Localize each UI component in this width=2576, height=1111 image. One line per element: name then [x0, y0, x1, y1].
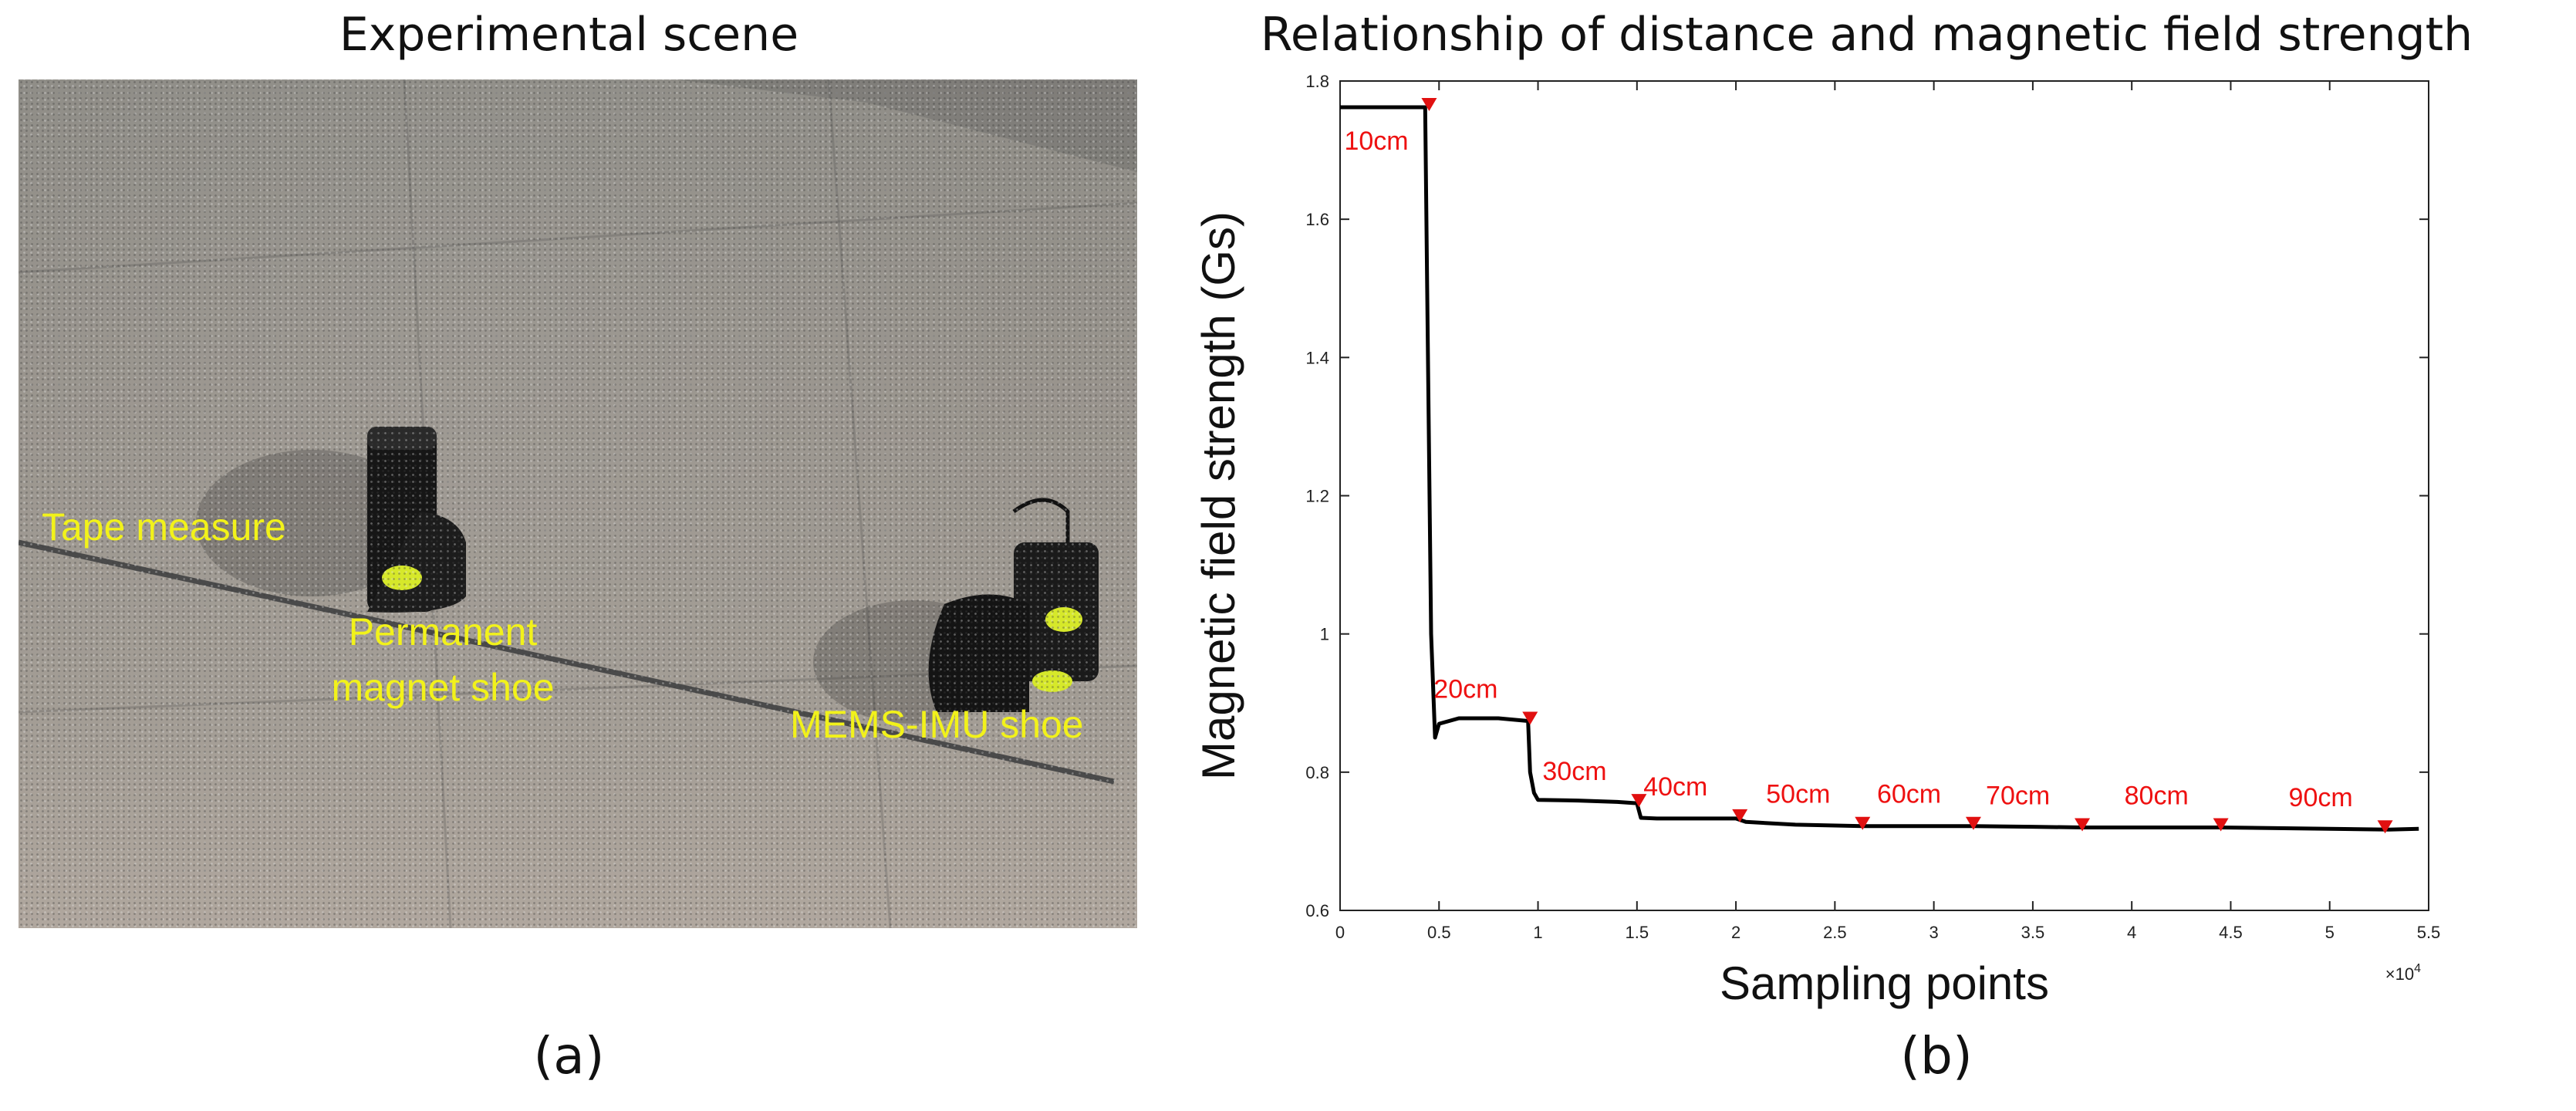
marker-60cm — [1965, 816, 1981, 830]
x-tick-label: 4.5 — [2219, 923, 2243, 942]
distance-label-80cm: 80cm — [2125, 782, 2189, 811]
distance-label-10cm: 10cm — [1344, 127, 1408, 156]
chart-title: Relationship of distance and magnetic fi… — [1260, 8, 2473, 62]
distance-label-90cm: 90cm — [2289, 783, 2353, 812]
x-multiplier-label: ×104 — [2385, 962, 2421, 984]
panel-b-caption: (b) — [1900, 1026, 1973, 1086]
marker-40cm — [1732, 809, 1748, 822]
imu-shoe-label: MEMS-IMU shoe — [790, 703, 1084, 746]
distance-markers: 10cm 20cm 30cm 40cm 50cm 60cm 70cm 80cm 90cm — [1344, 98, 2393, 834]
marker-70cm — [2075, 818, 2091, 832]
imu-shoe-shape — [928, 498, 1099, 712]
distance-label-60cm: 60cm — [1877, 780, 1941, 809]
distance-label-30cm: 30cm — [1542, 757, 1606, 786]
marker-30cm — [1631, 794, 1647, 808]
x-axis-ticks: 0 0.5 1 1.5 2 2.5 3 3.5 4 4.5 5 5.5 — [1335, 81, 2440, 942]
chart-canvas: 0 0.5 1 1.5 2 2.5 3 3.5 4 4.5 5 5.5 0.6 0.8 1 1.2 1.4 1.… — [1193, 72, 2440, 1009]
x-axis-label: Sampling points — [1720, 957, 2049, 1009]
x-tick-label: 3 — [1929, 923, 1939, 942]
x-tick-label: 4 — [2127, 923, 2136, 942]
photo-title: Experimental scene — [339, 8, 799, 62]
y-axis-label: Magnetic field strength (Gs) — [1193, 211, 1244, 780]
magnet-shoe-label-line2: magnet shoe — [331, 666, 555, 709]
distance-label-40cm: 40cm — [1643, 772, 1707, 802]
x-tick-label: 1 — [1533, 923, 1542, 942]
x-tick-label: 1.5 — [1626, 923, 1649, 942]
scene-illustration — [19, 79, 1137, 928]
x-tick-label: 2 — [1731, 923, 1740, 942]
x-tick-label: 3.5 — [2021, 923, 2045, 942]
x-tick-label: 0 — [1335, 923, 1345, 942]
magnet-shoe-label: Permanent magnet shoe — [281, 604, 605, 715]
marker-10cm — [1421, 98, 1437, 112]
y-tick-label: 0.6 — [1305, 901, 1329, 920]
distance-label-50cm: 50cm — [1766, 780, 1830, 809]
marker-50cm — [1855, 816, 1871, 830]
floor-texture — [19, 79, 1137, 928]
panel-a-caption: (a) — [533, 1026, 605, 1086]
magnet-shoe-label-line1: Permanent — [348, 610, 538, 653]
x-tick-label: 5.5 — [2417, 923, 2441, 942]
experimental-scene-photo: Tape measure Permanent magnet shoe MEMS-… — [19, 79, 1137, 928]
y-tick-label: 0.8 — [1305, 763, 1329, 782]
y-tick-label: 1 — [1320, 625, 1329, 644]
distance-label-70cm: 70cm — [1986, 782, 2050, 811]
marker-20cm — [1522, 711, 1538, 725]
x-tick-label: 5 — [2325, 923, 2335, 942]
y-tick-label: 1.2 — [1305, 487, 1329, 506]
y-axis-ticks: 0.6 0.8 1 1.2 1.4 1.6 1.8 — [1305, 72, 2429, 920]
tape-measure-label: Tape measure — [42, 505, 286, 549]
x-tick-label: 2.5 — [1823, 923, 1847, 942]
plot-area — [1339, 80, 2429, 911]
magnet-shoe-shape — [367, 427, 466, 613]
marker-90cm — [2377, 820, 2393, 834]
y-tick-label: 1.4 — [1305, 348, 1329, 367]
marker-80cm — [2213, 818, 2229, 832]
distance-label-20cm: 20cm — [1433, 675, 1497, 704]
magnetic-field-chart: 0 0.5 1 1.5 2 2.5 3 3.5 4 4.5 5 5.5 0.6 0.8 1 1.2 1.4 1.… — [1180, 62, 2576, 1026]
y-tick-label: 1.8 — [1305, 72, 1329, 91]
x-tick-label: 0.5 — [1427, 923, 1451, 942]
y-tick-label: 1.6 — [1305, 210, 1329, 229]
